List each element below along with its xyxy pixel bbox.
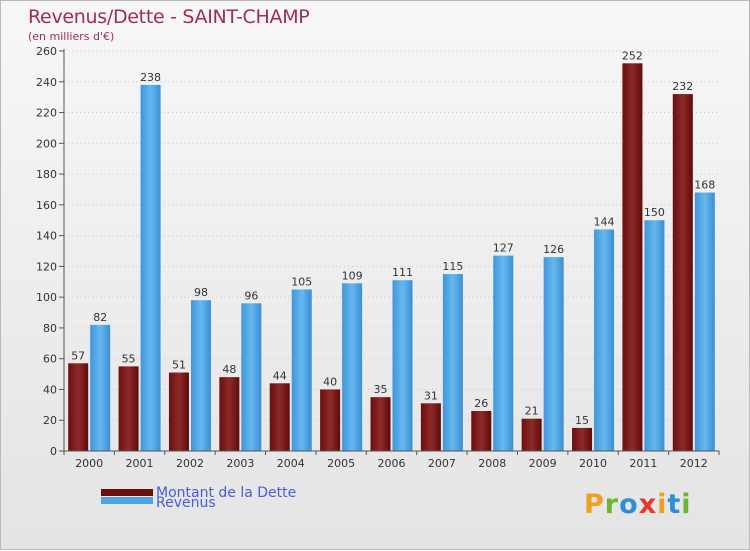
x-tick-label: 2005 — [327, 457, 355, 470]
data-label-dette: 21 — [525, 405, 539, 418]
bar-dette — [572, 427, 593, 451]
data-label-dette: 57 — [71, 349, 85, 362]
y-tick-label: 220 — [36, 107, 57, 120]
data-label-dette: 48 — [222, 363, 236, 376]
legend-swatch-revenus — [101, 497, 153, 504]
bar-revenus — [342, 283, 363, 451]
y-tick-label: 160 — [36, 199, 57, 212]
data-label-dette: 252 — [622, 49, 643, 62]
bar-dette — [420, 403, 441, 451]
bar-dette — [521, 418, 542, 451]
x-tick-label: 2003 — [226, 457, 254, 470]
bar-dette — [269, 383, 290, 451]
x-tick-label: 2002 — [176, 457, 204, 470]
bar-revenus — [140, 84, 161, 451]
bar-revenus — [644, 220, 665, 451]
data-label-revenus: 168 — [694, 179, 715, 192]
x-tick-label: 2012 — [680, 457, 708, 470]
x-tick-label: 2000 — [75, 457, 103, 470]
data-label-dette: 51 — [172, 359, 186, 372]
y-tick-label: 260 — [36, 45, 57, 58]
proxiti-logo: Proxiti — [584, 489, 692, 520]
bar-dette — [370, 397, 391, 451]
data-label-revenus: 82 — [93, 311, 107, 324]
bar-revenus — [694, 192, 715, 452]
legend-label-revenus: Revenus — [156, 495, 216, 511]
x-tick-label: 2006 — [378, 457, 406, 470]
y-tick-label: 100 — [36, 291, 57, 304]
data-label-dette: 40 — [323, 375, 337, 388]
data-label-dette: 26 — [474, 397, 488, 410]
y-tick-label: 140 — [36, 230, 57, 243]
legend-label-dette: Montant de la Dette — [156, 485, 297, 501]
bar-dette — [471, 411, 492, 451]
bar-revenus — [241, 303, 262, 451]
data-label-dette: 31 — [424, 389, 438, 402]
bar-revenus — [493, 255, 514, 451]
data-label-revenus: 111 — [392, 266, 413, 279]
y-tick-label: 180 — [36, 168, 57, 181]
data-label-revenus: 238 — [140, 71, 161, 84]
bar-dette — [118, 366, 139, 451]
bar-dette — [320, 389, 341, 451]
data-label-revenus: 98 — [194, 286, 208, 299]
bar-revenus — [442, 274, 463, 451]
data-label-revenus: 126 — [543, 243, 564, 256]
x-tick-label: 2004 — [277, 457, 305, 470]
data-label-revenus: 127 — [493, 242, 514, 255]
data-label-revenus: 150 — [644, 206, 665, 219]
data-label-dette: 44 — [273, 369, 287, 382]
bar-revenus — [594, 229, 615, 451]
chart-subtitle: (en milliers d'€) — [28, 30, 115, 43]
y-tick-label: 20 — [43, 414, 57, 427]
x-tick-label: 2008 — [478, 457, 506, 470]
bar-dette — [219, 377, 240, 451]
bar-dette — [622, 63, 643, 452]
x-tick-label: 2001 — [126, 457, 154, 470]
x-tick-label: 2007 — [428, 457, 456, 470]
y-tick-label: 40 — [43, 383, 57, 396]
bar-dette — [68, 363, 89, 451]
x-tick-label: 2011 — [629, 457, 657, 470]
y-tick-label: 80 — [43, 322, 57, 335]
chart-title: Revenus/Dette - SAINT-CHAMP — [28, 6, 310, 28]
x-tick-label: 2009 — [529, 457, 557, 470]
data-label-revenus: 105 — [291, 275, 312, 288]
y-tick-label: 120 — [36, 260, 57, 273]
data-label-revenus: 115 — [442, 260, 463, 273]
data-label-dette: 232 — [672, 80, 693, 93]
y-tick-label: 60 — [43, 353, 57, 366]
data-label-dette: 35 — [374, 383, 388, 396]
bar-dette — [168, 372, 189, 451]
bar-revenus — [190, 300, 211, 451]
data-label-revenus: 109 — [342, 269, 363, 282]
y-tick-label: 200 — [36, 137, 57, 150]
x-tick-label: 2010 — [579, 457, 607, 470]
bar-revenus — [291, 289, 312, 451]
data-label-revenus: 144 — [594, 215, 615, 228]
y-tick-label: 0 — [50, 445, 57, 458]
bar-dette — [672, 94, 693, 452]
bar-revenus — [90, 324, 111, 451]
y-tick-label: 240 — [36, 76, 57, 89]
legend-swatch-dette — [101, 489, 153, 496]
data-label-revenus: 96 — [244, 289, 258, 302]
data-label-dette: 55 — [122, 352, 136, 365]
bar-revenus — [392, 280, 413, 451]
bar-revenus — [543, 257, 564, 451]
data-label-dette: 15 — [575, 414, 589, 427]
